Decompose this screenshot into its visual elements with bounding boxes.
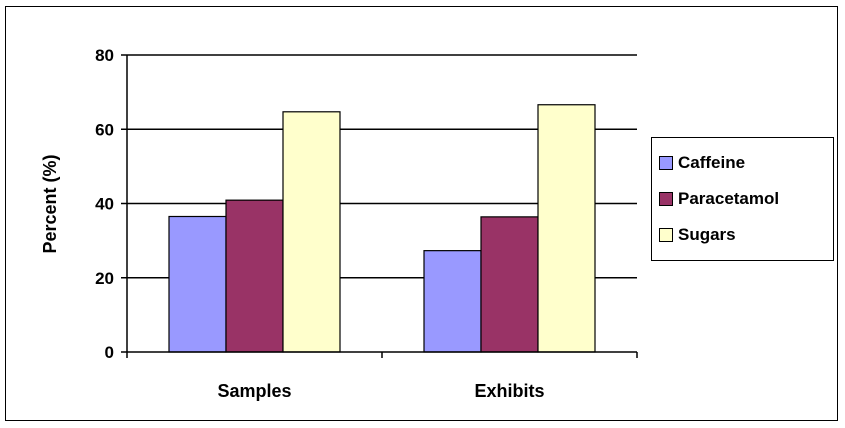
y-tick-label: 20	[95, 269, 114, 288]
legend: Caffeine Paracetamol Sugars	[651, 137, 834, 261]
axes	[121, 54, 638, 358]
legend-label-caffeine: Caffeine	[678, 153, 746, 172]
legend-label-sugars: Sugars	[678, 225, 736, 244]
x-tick-label: Samples	[217, 381, 291, 401]
y-tick-labels: 0 20 40 60 80	[95, 46, 114, 362]
x-tick-labels: Samples Exhibits	[217, 381, 544, 401]
bar-caffeine-exhibits	[423, 250, 482, 353]
bar-paracetamol-exhibits	[480, 216, 539, 353]
legend-item-paracetamol: Paracetamol	[659, 187, 779, 211]
y-tick-label: 80	[95, 46, 114, 65]
y-tick-label: 60	[95, 120, 114, 139]
bar-caffeine-samples	[168, 215, 227, 353]
y-axis-label: Percent (%)	[40, 154, 60, 253]
legend-swatch-paracetamol	[659, 192, 673, 206]
legend-item-caffeine: Caffeine	[659, 151, 745, 175]
legend-label-paracetamol: Paracetamol	[678, 189, 780, 208]
y-tick-label: 40	[95, 195, 114, 214]
bars	[168, 104, 596, 353]
legend-swatch-caffeine	[659, 156, 673, 170]
bar-sugars-samples	[282, 111, 341, 353]
legend-swatch-sugars	[659, 228, 673, 242]
bar-sugars-exhibits	[537, 104, 596, 353]
legend-item-sugars: Sugars	[659, 223, 736, 247]
y-tick-label: 0	[105, 343, 114, 362]
x-tick-label: Exhibits	[474, 381, 544, 401]
bar-paracetamol-samples	[225, 199, 284, 353]
